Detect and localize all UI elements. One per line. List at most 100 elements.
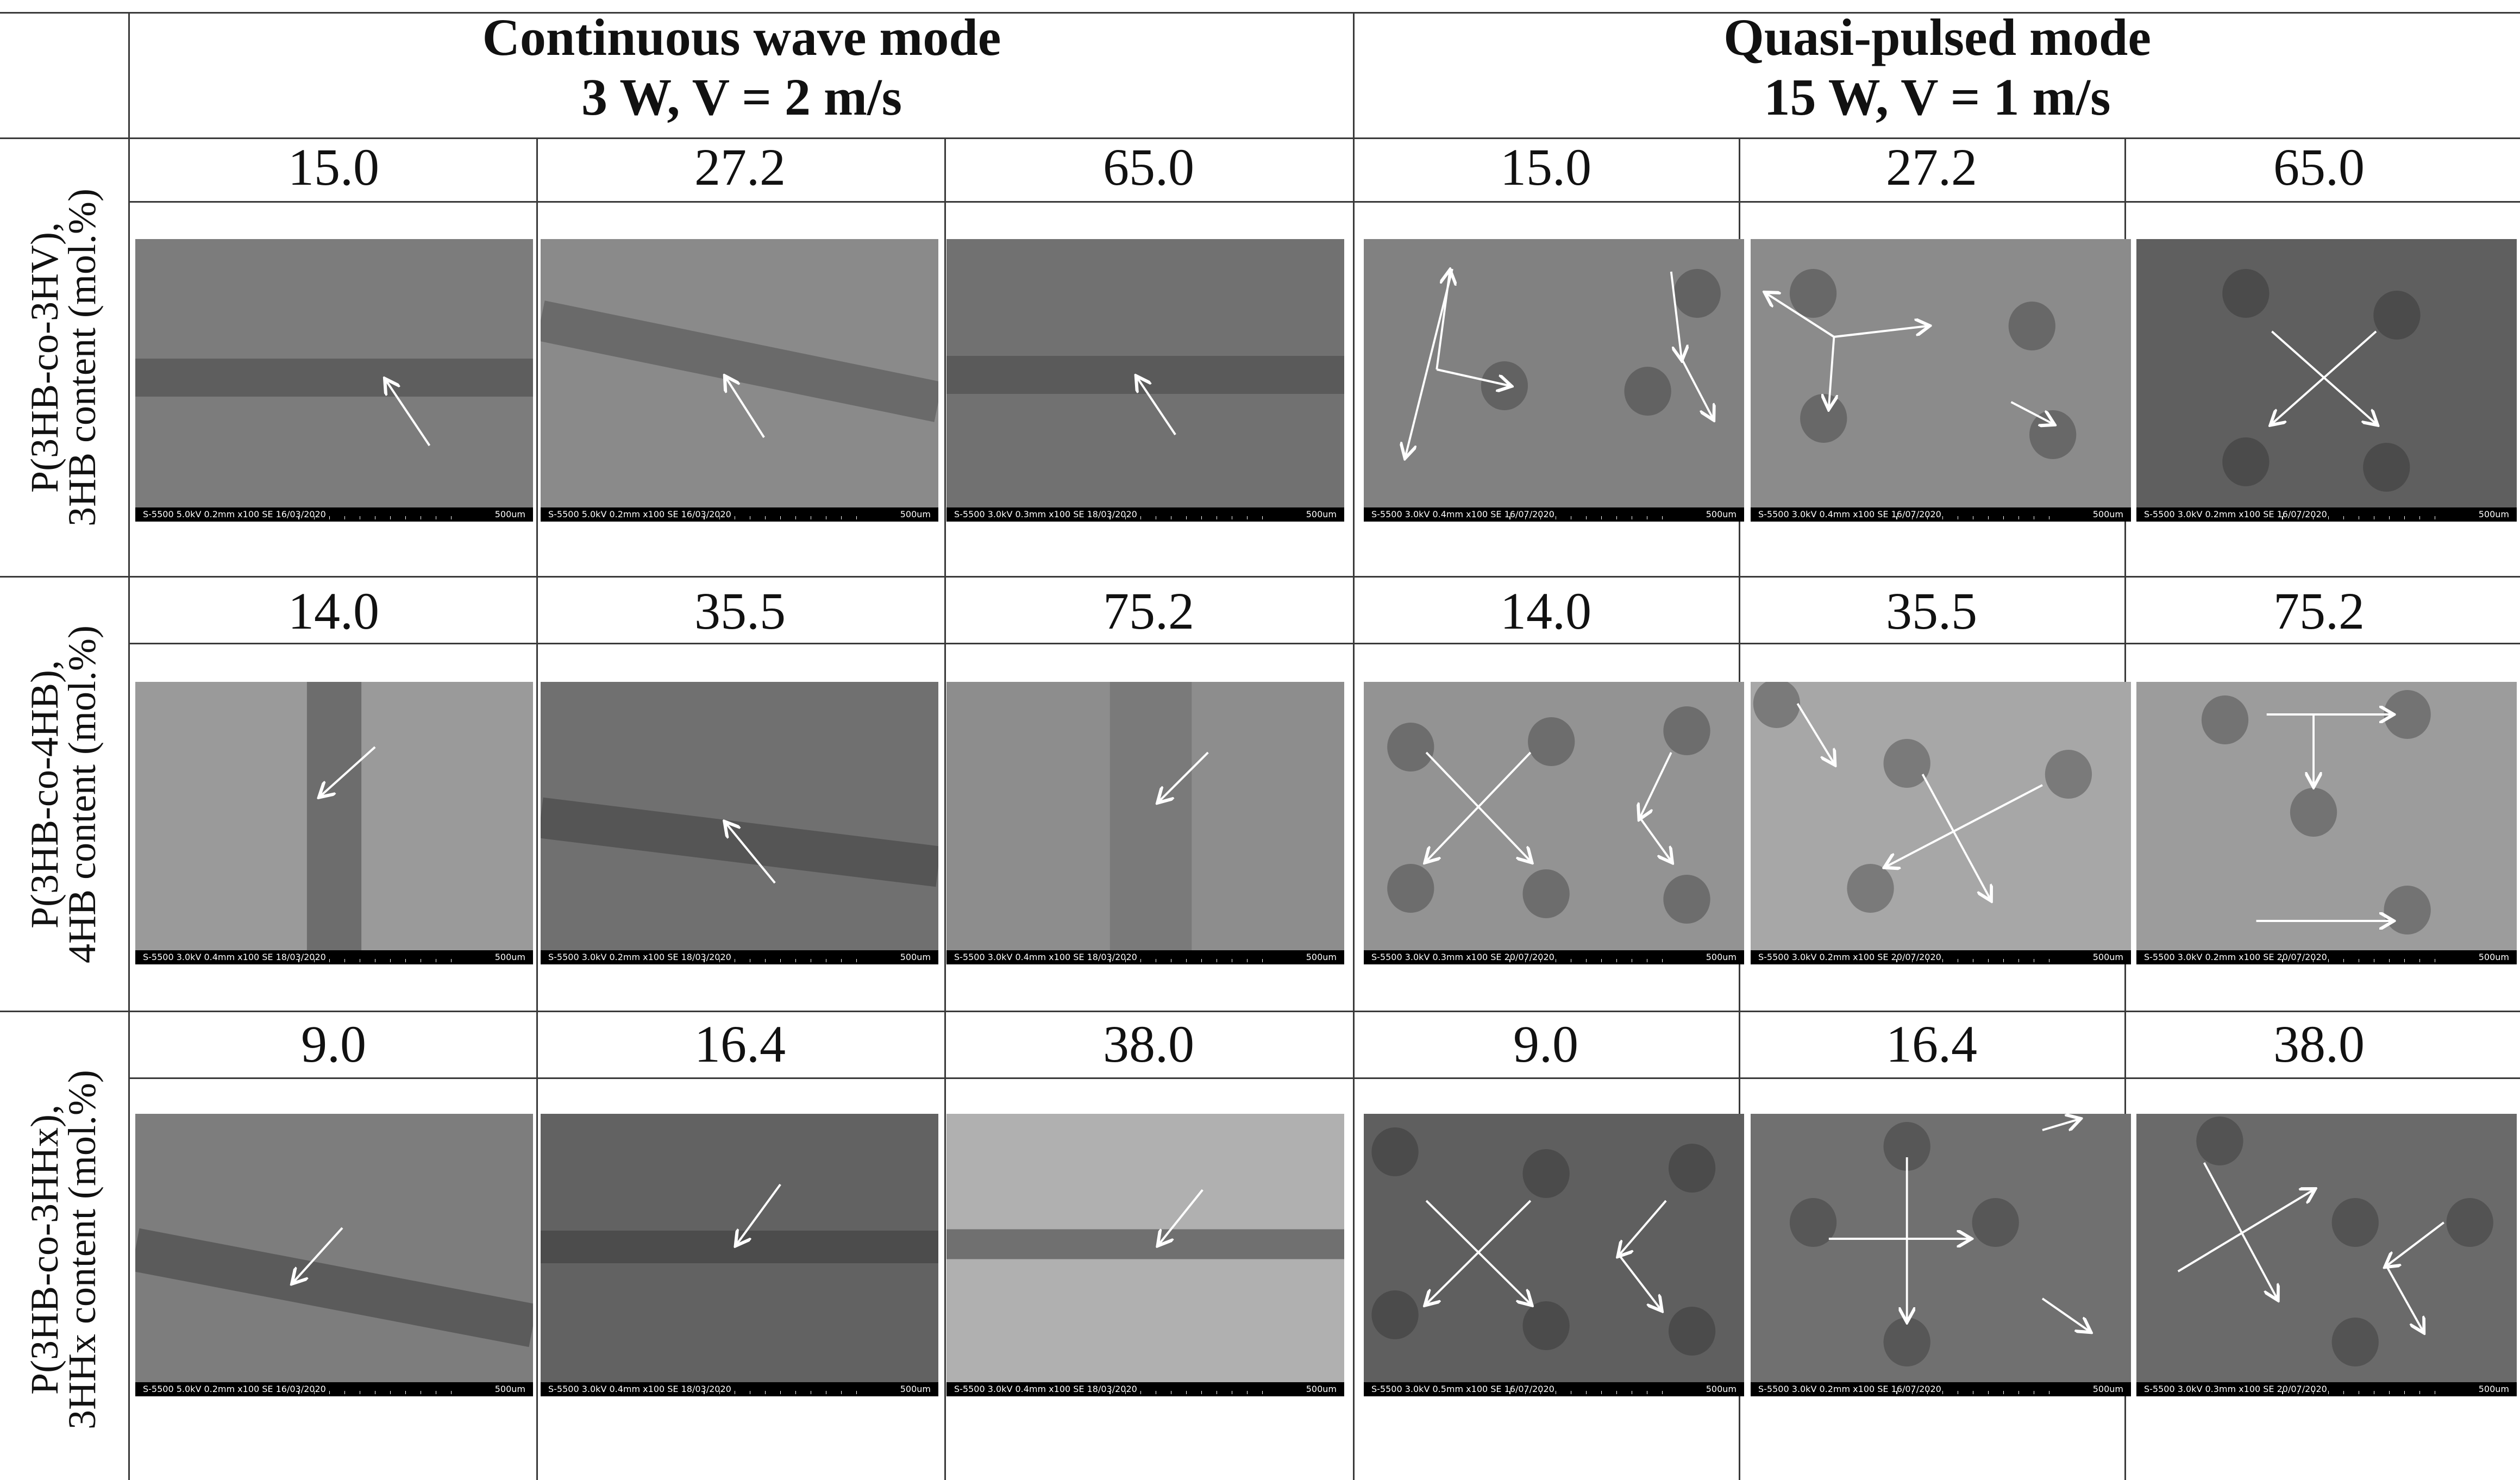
scale-ticks xyxy=(2282,959,2435,962)
sem-caption-bar: S-5500 3.0kV 0.4mm x100 SE 16/07/2020 500… xyxy=(1364,507,1744,522)
scale-label: 500um xyxy=(1706,509,1737,519)
laser-spot xyxy=(2008,302,2055,350)
content-value: 9.0 xyxy=(301,1015,366,1073)
sem-caption-bar: S-5500 3.0kV 0.2mm x100 SE 16/07/2020 500… xyxy=(1751,1382,2131,1396)
sem-caption-text: S-5500 3.0kV 0.3mm x100 SE 18/03/2020 xyxy=(954,509,1137,519)
row-label-3hv: P(3HB-co-3HV), 3HB content (mol.%) xyxy=(23,143,104,572)
arrow-marker xyxy=(1436,368,1509,386)
sem-caption-bar: S-5500 3.0kV 0.5mm x100 SE 16/07/2020 500… xyxy=(1364,1382,1744,1396)
sem-micrograph: S-5500 5.0kV 0.2mm x100 SE 16/03/2020 500… xyxy=(135,1114,533,1396)
laser-spot xyxy=(2201,695,2249,744)
sem-caption-text: S-5500 3.0kV 0.2mm x100 SE 16/07/2020 xyxy=(1758,1384,1941,1394)
laser-spot xyxy=(1972,1198,2019,1247)
sem-micrograph: S-5500 3.0kV 0.4mm x100 SE 18/03/2020 500… xyxy=(946,682,1344,964)
scale-ticks xyxy=(1109,516,1263,519)
sem-caption-bar: S-5500 3.0kV 0.4mm x100 SE 18/03/2020 500… xyxy=(946,950,1344,964)
arrow-marker xyxy=(1159,1189,1203,1244)
arrow-marker xyxy=(1670,271,1682,359)
laser-spot xyxy=(2196,1117,2243,1165)
scale-label: 500um xyxy=(1306,509,1337,519)
content-value: 75.2 xyxy=(2273,582,2365,640)
sem-caption-bar: S-5500 3.0kV 0.4mm x100 SE 18/03/2020 500… xyxy=(946,1382,1344,1396)
laser-spot xyxy=(2446,1198,2493,1247)
scale-ticks xyxy=(298,959,452,962)
sem-micrograph: S-5500 3.0kV 0.2mm x100 SE 16/07/2020 500… xyxy=(2136,239,2517,522)
sem-caption-text: S-5500 3.0kV 0.4mm x100 SE 16/07/2020 xyxy=(1758,509,1941,519)
arrow-marker xyxy=(321,746,376,796)
arrow-marker xyxy=(386,380,431,447)
content-value: 15.0 xyxy=(288,138,379,196)
scale-ticks xyxy=(298,1391,452,1394)
grid-line-header xyxy=(0,137,2520,139)
arrow-marker xyxy=(1159,751,1209,801)
arrow-marker xyxy=(2272,330,2377,424)
arrow-marker xyxy=(293,1227,343,1282)
sem-caption-bar: S-5500 3.0kV 0.3mm x100 SE 20/07/2020 500… xyxy=(1364,950,1744,964)
scale-label: 500um xyxy=(1706,952,1737,962)
arrow-marker xyxy=(2203,1162,2277,1299)
row-label-4hb: P(3HB-co-4HB), 4HB content (mol.%) xyxy=(23,582,104,1006)
arrow-marker xyxy=(1796,703,1834,763)
content-value: 35.5 xyxy=(694,582,786,640)
scale-label: 500um xyxy=(900,1384,931,1394)
scale-ticks xyxy=(1896,516,2049,519)
scale-label: 500um xyxy=(900,952,931,962)
laser-spot xyxy=(1668,1307,1716,1356)
laser-spot xyxy=(1371,1127,1419,1176)
sem-caption-bar: S-5500 3.0kV 0.4mm x100 SE 18/03/2020 500… xyxy=(541,1382,938,1396)
laser-spot xyxy=(2045,750,2092,799)
arrow-marker xyxy=(726,823,776,884)
content-value: 9.0 xyxy=(1513,1015,1578,1073)
content-value: 75.2 xyxy=(1103,582,1194,640)
laser-spot xyxy=(2029,410,2077,459)
scale-ticks xyxy=(704,516,857,519)
arrow-marker xyxy=(1921,774,1990,899)
laser-spot xyxy=(1800,394,1847,443)
laser-track xyxy=(306,682,362,964)
sem-micrograph: S-5500 5.0kV 0.2mm x100 SE 16/03/2020 500… xyxy=(135,239,533,522)
row-label-copolymer: P(3HB-co-4HB), xyxy=(23,660,66,929)
laser-track xyxy=(135,1228,533,1347)
grid-line-row1-bottom xyxy=(0,576,2520,578)
content-value: 65.0 xyxy=(2273,138,2365,196)
scale-ticks xyxy=(704,1391,857,1394)
grid-line-row2-values xyxy=(128,643,2520,644)
column-header-quasi-pulsed: Quasi-pulsed mode 15 W, V = 1 m/s xyxy=(1355,8,2520,127)
row-label-content: 3HHx content (mol.%) xyxy=(60,1070,104,1429)
scale-ticks xyxy=(298,516,452,519)
sem-caption-bar: S-5500 3.0kV 0.2mm x100 SE 20/07/2020 500… xyxy=(1751,950,2131,964)
content-value: 65.0 xyxy=(1103,138,1194,196)
arrow-marker xyxy=(1639,817,1671,861)
scale-ticks xyxy=(1896,959,2049,962)
scale-ticks xyxy=(1509,516,1663,519)
scale-label: 500um xyxy=(1706,1384,1737,1394)
sem-micrograph: S-5500 3.0kV 0.2mm x100 SE 18/03/2020 500… xyxy=(541,682,938,964)
sem-caption-text: S-5500 3.0kV 0.5mm x100 SE 16/07/2020 xyxy=(1371,1384,1554,1394)
sem-caption-text: S-5500 3.0kV 0.4mm x100 SE 18/03/2020 xyxy=(143,952,326,962)
sem-caption-bar: S-5500 3.0kV 0.2mm x100 SE 20/07/2020 500… xyxy=(2136,950,2517,964)
scale-ticks xyxy=(1109,1391,1263,1394)
content-value: 14.0 xyxy=(288,582,379,640)
scale-ticks xyxy=(1509,959,1663,962)
arrow-marker xyxy=(2385,1265,2423,1331)
laser-spot xyxy=(1371,1290,1419,1339)
laser-spot xyxy=(2331,1318,2379,1366)
sem-micrograph: S-5500 3.0kV 0.3mm x100 SE 20/07/2020 500… xyxy=(1364,682,1744,964)
sem-caption-text: S-5500 3.0kV 0.4mm x100 SE 18/03/2020 xyxy=(954,1384,1137,1394)
sem-micrograph: S-5500 3.0kV 0.4mm x100 SE 18/03/2020 500… xyxy=(541,1114,938,1396)
laser-spot xyxy=(2290,788,2337,837)
scale-label: 500um xyxy=(2092,509,2123,519)
sem-micrograph: S-5500 3.0kV 0.4mm x100 SE 18/03/2020 500… xyxy=(946,1114,1344,1396)
sem-micrograph: S-5500 3.0kV 0.3mm x100 SE 20/07/2020 500… xyxy=(2136,1114,2517,1396)
laser-spot xyxy=(2222,437,2270,486)
sem-caption-text: S-5500 3.0kV 0.3mm x100 SE 20/07/2020 xyxy=(1371,952,1554,962)
arrow-marker xyxy=(2010,401,2053,424)
laser-spot xyxy=(1789,269,1837,318)
sem-micrograph: S-5500 5.0kV 0.2mm x100 SE 16/03/2020 500… xyxy=(541,239,938,522)
scale-label: 500um xyxy=(1306,952,1337,962)
arrow-marker xyxy=(1766,293,1835,338)
laser-spot xyxy=(1387,723,1434,772)
sem-caption-bar: S-5500 5.0kV 0.2mm x100 SE 16/03/2020 500… xyxy=(135,507,533,522)
row-label-content: 4HB content (mol.%) xyxy=(60,625,104,963)
scale-ticks xyxy=(1896,1391,2049,1394)
